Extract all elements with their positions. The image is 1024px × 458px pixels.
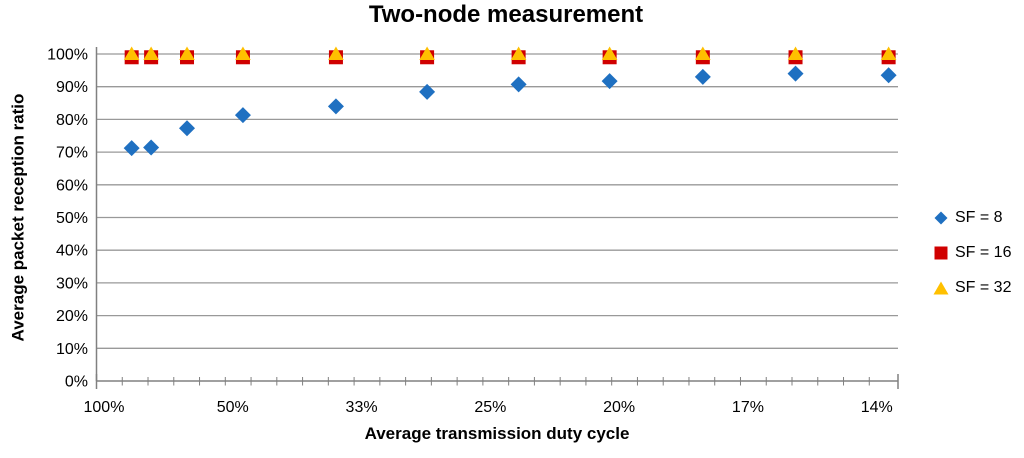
data-point-sf32 [601,46,618,60]
x-axis-tick-label: 14% [861,399,893,416]
data-point-sf8 [123,140,140,157]
legend: SF = 8 SF = 16 SF = 32 [932,207,1011,312]
chart-title: Two-node measurement [368,1,644,28]
y-axis-tick-label: 60% [56,177,88,194]
x-axis-tick-label: 33% [346,399,378,416]
data-point-sf32 [510,46,527,60]
data-point-sf8 [510,76,527,93]
data-point-sf32 [328,46,344,60]
data-point-sf32 [123,46,140,60]
x-axis-title: Average transmission duty cycle [364,424,630,443]
data-point-sf32 [695,46,711,60]
legend-triangle-glyph [933,281,949,295]
data-point-sf8 [234,107,251,124]
legend-label: SF = 16 [955,244,1012,261]
legend-item-sf32: SF = 32 [932,277,1011,299]
y-axis-tick-label: 40% [56,243,88,260]
data-point-sf8 [143,139,160,156]
x-axis-tick-label: 50% [217,399,249,416]
legend-square-glyph [934,246,948,260]
data-point-sf32 [787,46,804,60]
data-point-sf8 [880,67,897,84]
y-axis-tick-label: 0% [65,374,88,391]
y-axis-tick-label: 20% [56,308,88,325]
legend-label: SF = 8 [955,209,1003,226]
y-axis-tick-label: 10% [56,341,88,358]
y-axis-tick-label: 70% [56,145,88,162]
data-point-sf32 [179,46,195,60]
legend-diamond-icon [934,211,948,225]
x-axis-tick-label: 100% [84,399,125,416]
x-axis-tick-label: 25% [474,399,506,416]
legend-triangle-icon [933,281,949,295]
data-point-sf32 [143,46,159,60]
data-point-sf32 [419,46,435,60]
legend-square-icon [934,246,948,260]
y-axis-tick-label: 80% [56,112,88,129]
x-axis-tick-label: 20% [603,399,635,416]
legend-diamond-glyph [934,211,948,225]
data-point-sf8 [419,83,436,100]
legend-item-sf8: SF = 8 [932,207,1011,229]
data-point-sf32 [235,46,251,60]
data-point-sf8 [179,120,196,137]
data-point-sf8 [601,73,618,90]
data-point-sf8 [787,65,804,82]
legend-label: SF = 32 [955,279,1012,296]
y-axis-tick-label: 100% [47,47,88,64]
legend-item-sf16: SF = 16 [932,242,1011,264]
x-axis-tick-label: 17% [732,399,764,416]
data-point-sf8 [327,98,344,115]
data-point-sf8 [694,68,711,85]
y-axis-tick-label: 50% [56,210,88,227]
data-point-sf32 [880,46,897,60]
y-axis-tick-label: 30% [56,275,88,292]
y-axis-tick-label: 90% [56,79,88,96]
